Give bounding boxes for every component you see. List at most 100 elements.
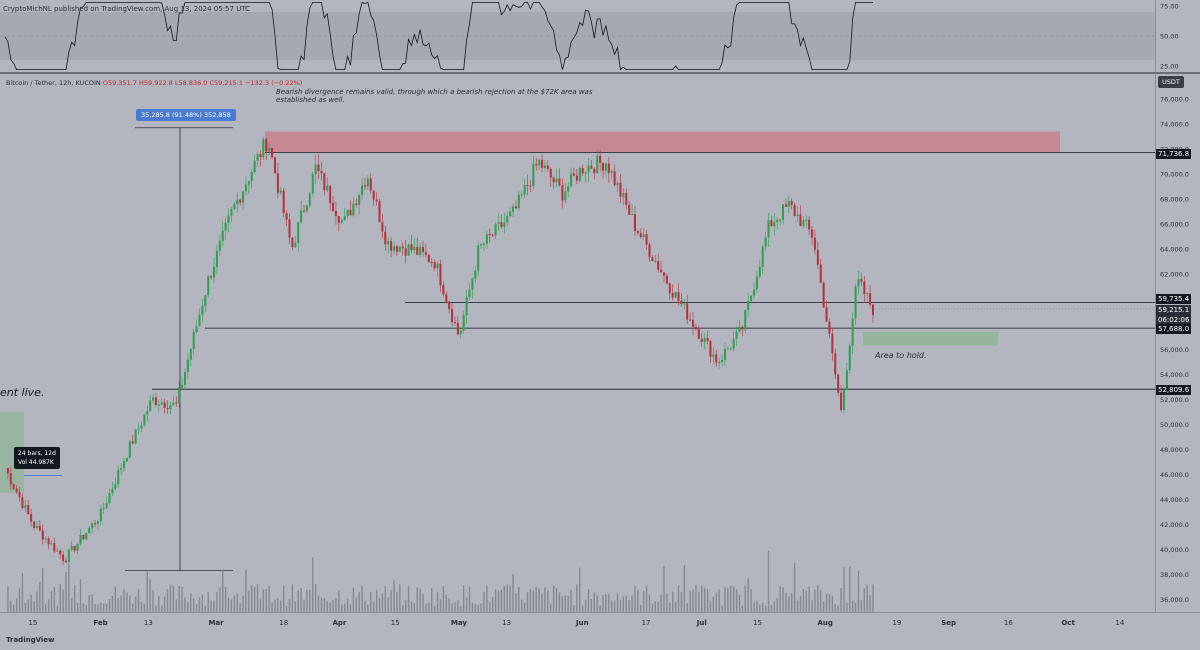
candle-body: [154, 397, 157, 405]
candle-body: [47, 538, 50, 545]
volume-bar: [413, 603, 416, 612]
volume-bar: [155, 605, 157, 612]
candle-body: [485, 234, 488, 244]
candle-body: [218, 240, 221, 251]
volume-bar: [425, 603, 427, 612]
resistance-price-label: 71,736.8: [1156, 149, 1192, 159]
candle-body: [140, 425, 143, 429]
volume-bar: [785, 592, 787, 612]
price-tick-label: 62,000.0: [1160, 271, 1189, 279]
volume-bar: [161, 605, 163, 612]
candle-body: [796, 214, 799, 216]
candle-body: [639, 233, 642, 237]
candle-body: [123, 461, 126, 469]
candle-body: [436, 263, 439, 269]
volume-bar: [364, 600, 366, 612]
currency-badge[interactable]: USDT: [1158, 76, 1184, 88]
candle-body: [697, 329, 700, 339]
volume-bar: [605, 594, 607, 612]
candle-body: [422, 247, 425, 252]
upper-price-label: 59,735.4: [1156, 294, 1192, 304]
candle-body: [590, 165, 593, 169]
volume-bar: [390, 590, 392, 612]
candle-body: [384, 231, 387, 245]
volume-bar: [367, 604, 369, 612]
volume-bar: [288, 599, 291, 612]
candle-body: [654, 260, 657, 262]
candle-body: [369, 178, 372, 191]
volume-bar: [535, 587, 537, 612]
candle-body: [317, 164, 320, 171]
volume-bar: [169, 584, 172, 612]
candle-body: [474, 270, 477, 279]
volume-bar: [323, 598, 326, 612]
candle-body: [236, 199, 239, 205]
volume-bar: [210, 600, 212, 612]
candle-body: [584, 172, 587, 174]
candle-body: [512, 206, 515, 212]
volume-bar: [274, 599, 276, 612]
measure-label: 35,285.8 (91.48%) 352,858: [136, 109, 236, 121]
volume-bar: [500, 589, 503, 612]
time-tick-label: 13: [502, 619, 511, 627]
volume-bar: [703, 587, 706, 612]
candle-body: [802, 220, 805, 226]
volume-bar: [24, 602, 27, 612]
candle-body: [175, 402, 178, 404]
volume-bar: [280, 600, 282, 612]
volume-bar: [727, 587, 729, 612]
pane-separator[interactable]: [0, 72, 1200, 74]
volume-bar: [36, 591, 38, 612]
volume-bar: [381, 593, 384, 612]
candle-body: [602, 162, 605, 171]
volume-bar: [103, 603, 105, 612]
volume-bar: [50, 591, 53, 612]
volume-bar: [590, 599, 593, 612]
candle-body: [468, 289, 471, 297]
volume-bar: [100, 602, 102, 612]
volume-bar: [303, 599, 305, 612]
volume-bar: [312, 557, 314, 612]
volume-bar: [471, 602, 474, 612]
volume-bar: [175, 599, 177, 612]
candle-body: [178, 387, 181, 404]
tradingview-logo[interactable]: TradingView: [6, 636, 55, 644]
volume-bar: [370, 591, 372, 612]
candle-body: [660, 269, 663, 273]
candle-body: [35, 525, 38, 528]
candle-body: [448, 301, 451, 310]
candle-body: [91, 523, 94, 529]
price-tick-label: 36,000.0: [1160, 596, 1189, 604]
candle-body: [85, 533, 88, 540]
time-tick-label: Apr: [333, 619, 347, 627]
candle-body: [482, 243, 485, 245]
volume-bar: [849, 566, 851, 612]
price-pane[interactable]: [0, 74, 1155, 612]
volume-bar: [300, 588, 302, 612]
rsi-pane[interactable]: [0, 0, 1155, 72]
candle-body: [616, 182, 619, 186]
candle-body: [764, 237, 767, 247]
candle-body: [273, 157, 276, 174]
candle-body: [857, 279, 860, 287]
candle-body: [747, 300, 750, 310]
volume-bar: [314, 584, 317, 612]
candle-body: [337, 216, 340, 223]
volume-bar: [489, 601, 491, 612]
candle-body: [67, 549, 70, 563]
volume-bar: [30, 594, 32, 612]
volume-bar: [21, 573, 24, 612]
candle-body: [735, 331, 738, 340]
candle-body: [790, 201, 793, 205]
candle-body: [56, 550, 59, 552]
candle-body: [703, 337, 706, 342]
candle-body: [76, 543, 79, 551]
candle-body: [183, 371, 186, 385]
rsi-scale[interactable]: 75.00 50.00 25.00: [1155, 0, 1200, 72]
candle-body: [253, 160, 256, 173]
volume-bar: [692, 589, 694, 612]
time-axis[interactable]: 15 Feb 13 Mar 18 Apr 15 May 13 Jun 17 Jul 15 Aug 19 Sep…: [0, 612, 1200, 650]
volume-bar: [88, 595, 90, 612]
candle-body: [256, 154, 259, 161]
volume-bar: [555, 587, 558, 612]
